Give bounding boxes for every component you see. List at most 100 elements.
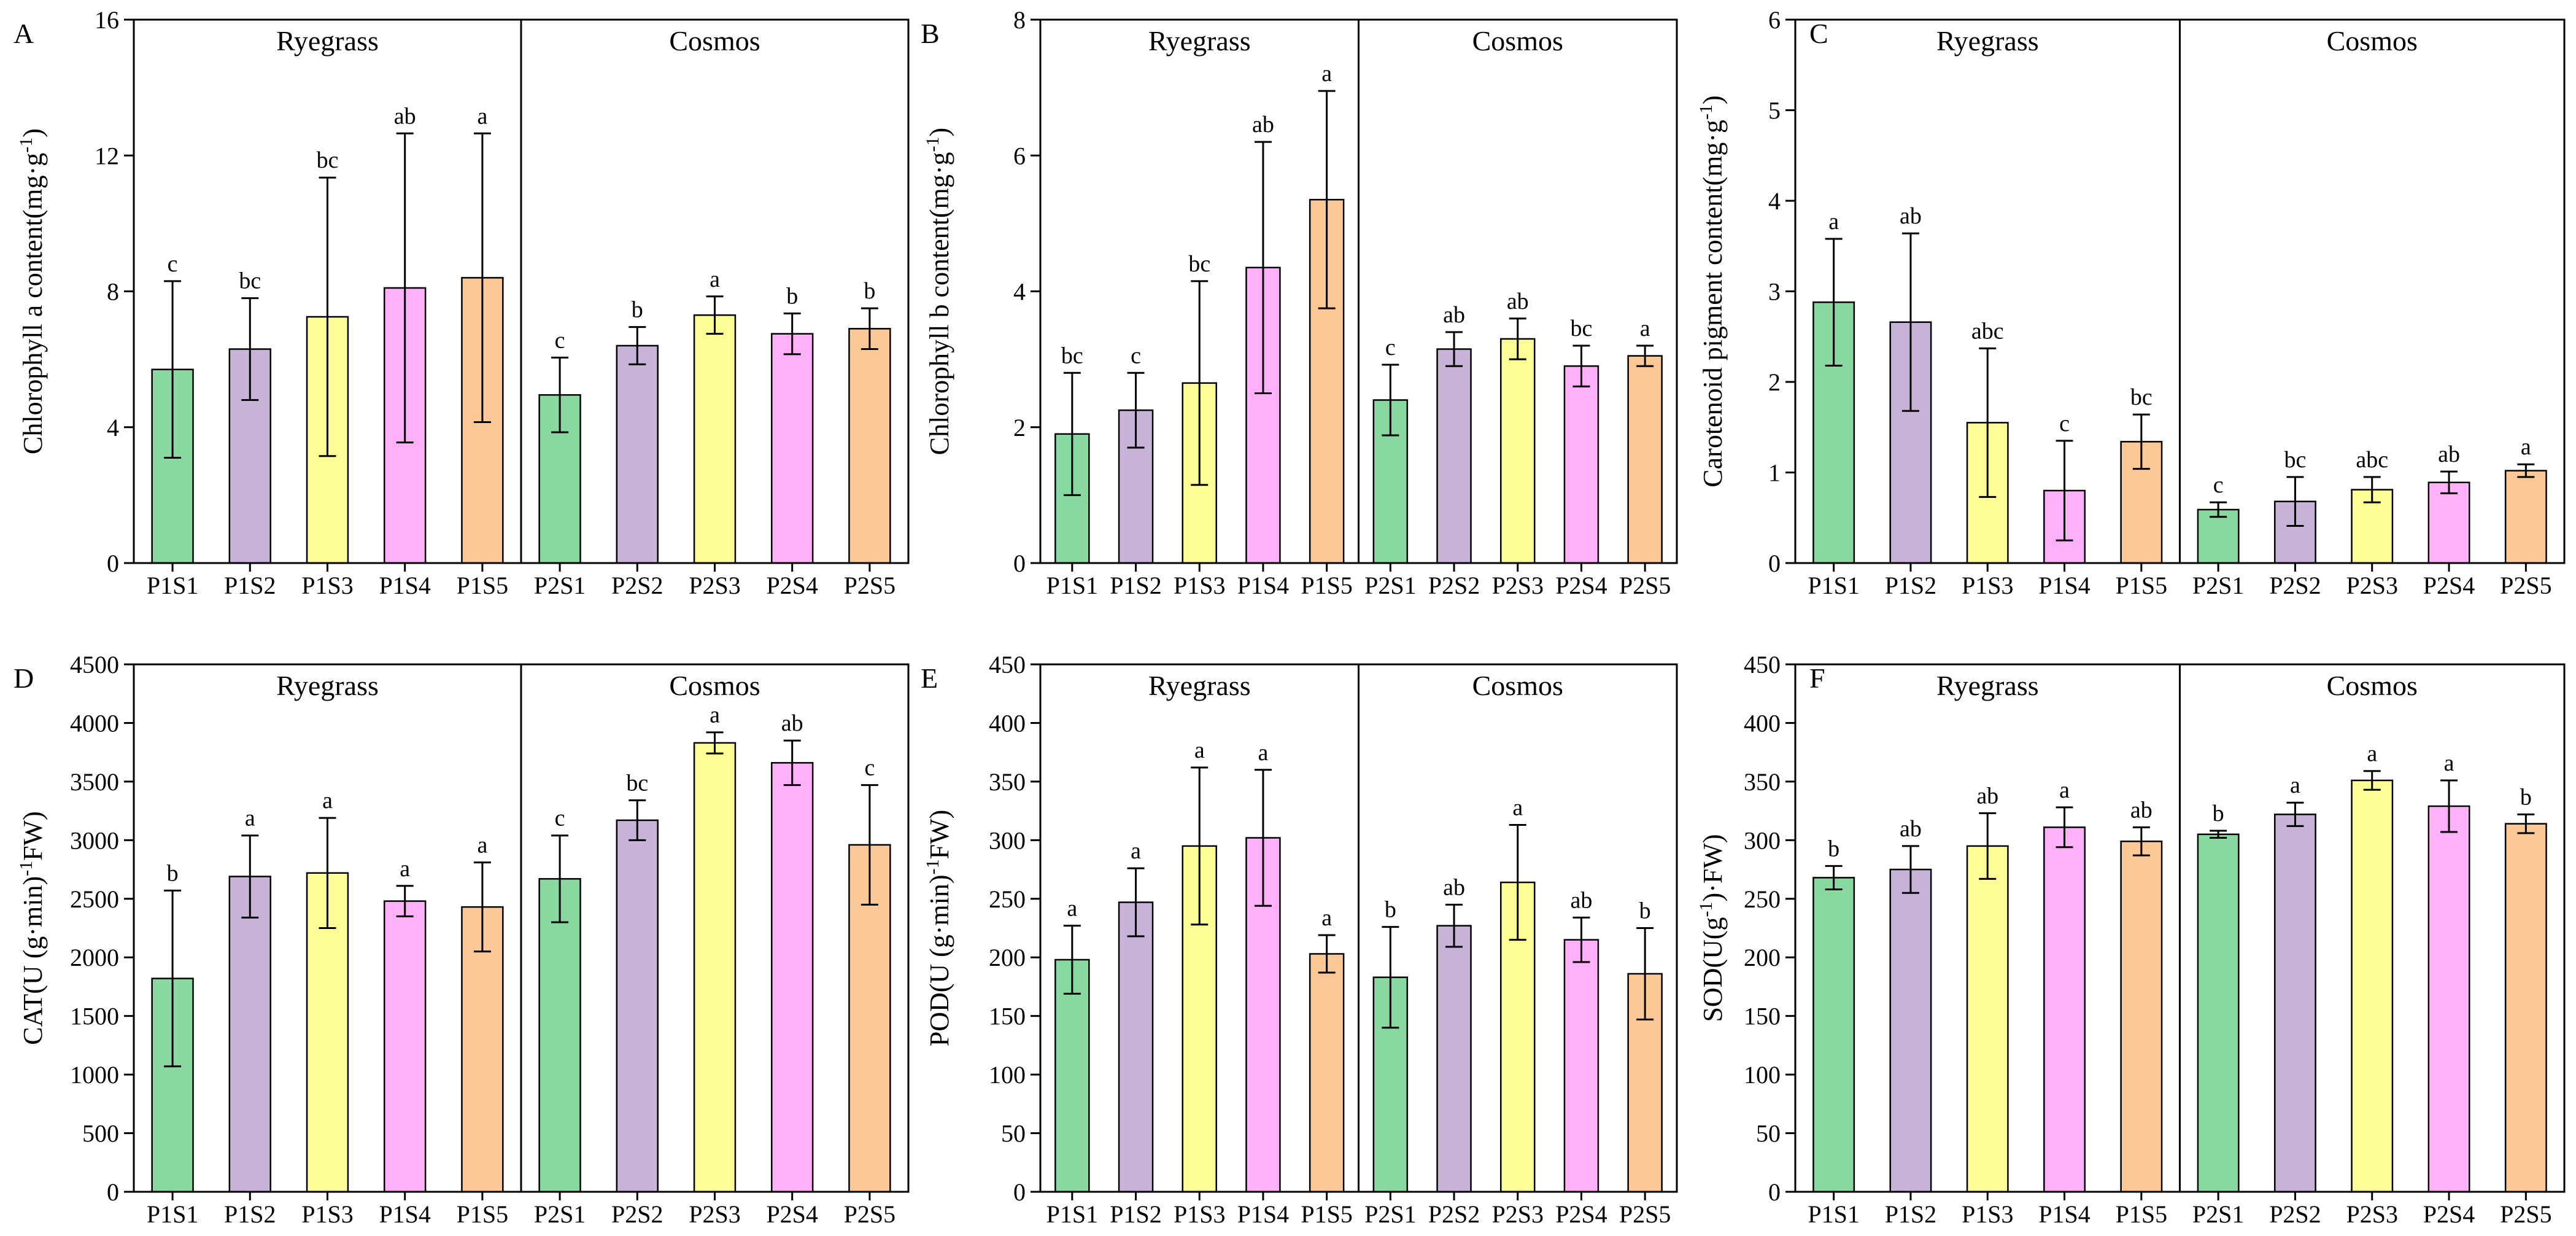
x-tick-label: P2S4: [1555, 572, 1607, 599]
x-tick-label: P2S3: [1492, 1200, 1544, 1228]
x-tick-label: P2S3: [689, 1200, 741, 1228]
y-tick-label: 450: [989, 651, 1026, 678]
x-tick-label: P1S5: [2116, 1200, 2168, 1228]
significance-letter: a: [245, 806, 255, 831]
significance-letter: c: [2213, 472, 2224, 498]
y-axis-label: Chlorophyll a content(mg·g-1): [16, 128, 48, 454]
x-tick-label: P1S3: [1174, 572, 1226, 599]
x-tick-label: P2S3: [1492, 572, 1544, 599]
x-tick-label: P1S2: [224, 1200, 276, 1228]
significance-letter: ab: [2438, 441, 2460, 467]
y-tick-label: 6: [1013, 142, 1026, 169]
y-tick-label: 6: [1768, 6, 1781, 34]
significance-letter: a: [322, 788, 333, 814]
x-tick-label: P1S2: [1110, 1200, 1162, 1228]
significance-letter: b: [1385, 897, 1396, 923]
y-tick-label: 0: [107, 550, 119, 577]
y-tick-label: 200: [989, 944, 1026, 971]
x-tick-label: P2S4: [2423, 1200, 2475, 1228]
y-tick-label: 500: [82, 1120, 119, 1148]
significance-letter: ab: [1571, 887, 1593, 913]
bar: [1812, 877, 1855, 1193]
bar: [2427, 481, 2470, 564]
panel-letter: F: [1809, 663, 1825, 694]
bar: [1500, 338, 1536, 564]
x-tick-label: P1S4: [1237, 572, 1290, 599]
group-title: Ryegrass: [1148, 25, 1251, 56]
bar: [538, 878, 581, 1193]
x-tick-label: P1S3: [1174, 1200, 1226, 1228]
significance-letter: ab: [1443, 874, 1465, 900]
group-title: Ryegrass: [276, 25, 379, 56]
bar: [384, 900, 427, 1193]
significance-letter: bc: [2284, 447, 2307, 473]
significance-letter: c: [1131, 343, 1141, 368]
significance-letter: ab: [2130, 797, 2152, 823]
x-tick-label: P2S5: [1619, 572, 1671, 599]
y-tick-label: 4500: [70, 651, 119, 678]
bar: [1054, 958, 1090, 1193]
x-tick-label: P1S3: [1962, 572, 2014, 599]
x-tick-label: P1S2: [224, 572, 276, 599]
group-title: Cosmos: [1472, 670, 1563, 701]
significance-letter: c: [864, 755, 875, 781]
x-tick-label: P2S1: [1364, 572, 1417, 599]
plot-frame: [133, 663, 910, 1193]
plot-frame: [1794, 663, 2566, 1193]
significance-letter: a: [1194, 737, 1205, 763]
significance-letter: a: [2290, 772, 2300, 798]
y-tick-label: 300: [989, 826, 1026, 854]
y-tick-label: 50: [1756, 1120, 1781, 1148]
y-tick-label: 5: [1768, 97, 1781, 125]
x-tick-label: P2S5: [2500, 572, 2552, 599]
significance-letter: a: [2444, 750, 2454, 776]
significance-letter: bc: [626, 770, 648, 796]
group-title: Ryegrass: [1936, 670, 2039, 701]
bar: [771, 333, 814, 564]
y-axis-label: POD(U (g·min)-1FW): [922, 810, 955, 1047]
chart-panel-E: E 0 50 100 150 200 250 300 350 400 450 POD(U (g·min…: [921, 651, 1678, 1228]
y-tick-label: 450: [1744, 651, 1781, 678]
bar: [693, 314, 737, 564]
y-tick-label: 2: [1768, 368, 1781, 396]
bar: [2504, 823, 2547, 1193]
x-tick-label: P1S3: [301, 572, 354, 599]
significance-letter: a: [477, 833, 487, 858]
x-tick-label: P1S5: [2116, 572, 2168, 599]
x-tick-label: P2S5: [1619, 1200, 1671, 1228]
y-tick-label: 0: [1013, 1178, 1026, 1206]
y-tick-label: 0: [1013, 550, 1026, 577]
y-tick-label: 8: [1013, 6, 1026, 34]
y-tick-label: 350: [989, 768, 1026, 796]
significance-letter: a: [1067, 896, 1077, 922]
x-tick-label: P1S1: [1046, 1200, 1099, 1228]
significance-letter: ab: [1252, 112, 1274, 138]
x-tick-label: P1S2: [1110, 572, 1162, 599]
y-tick-label: 250: [989, 885, 1026, 913]
significance-letter: c: [1385, 335, 1396, 360]
x-tick-label: P2S1: [1364, 1200, 1417, 1228]
bar: [771, 762, 814, 1193]
bar: [2043, 826, 2086, 1193]
y-tick-label: 4000: [70, 709, 119, 737]
y-tick-label: 300: [1744, 826, 1781, 854]
y-axis-label: Carotenoid pigment content(mg·g-1): [1696, 95, 1728, 487]
bar: [2504, 470, 2547, 564]
y-tick-label: 12: [95, 142, 119, 169]
significance-letter: ab: [1507, 289, 1529, 314]
significance-letter: a: [400, 856, 410, 882]
y-tick-label: 50: [1001, 1120, 1026, 1148]
x-tick-label: P2S5: [2500, 1200, 2552, 1228]
x-tick-label: P2S3: [689, 572, 741, 599]
x-tick-label: P1S1: [1808, 1200, 1860, 1228]
significance-letter: ab: [1900, 203, 1922, 229]
y-tick-label: 0: [1768, 1178, 1781, 1206]
x-tick-label: P2S1: [534, 572, 586, 599]
significance-letter: a: [710, 702, 720, 728]
significance-letter: a: [2059, 777, 2070, 803]
significance-letter: a: [477, 103, 487, 129]
x-tick-label: P2S1: [534, 1200, 586, 1228]
y-tick-label: 8: [107, 278, 119, 306]
y-tick-label: 4: [1768, 187, 1781, 215]
